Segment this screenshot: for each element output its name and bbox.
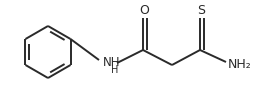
Text: NH₂: NH₂: [228, 58, 252, 72]
Text: NH: NH: [103, 56, 120, 69]
Text: O: O: [140, 4, 149, 17]
Text: H: H: [111, 65, 119, 75]
Text: S: S: [197, 4, 205, 17]
